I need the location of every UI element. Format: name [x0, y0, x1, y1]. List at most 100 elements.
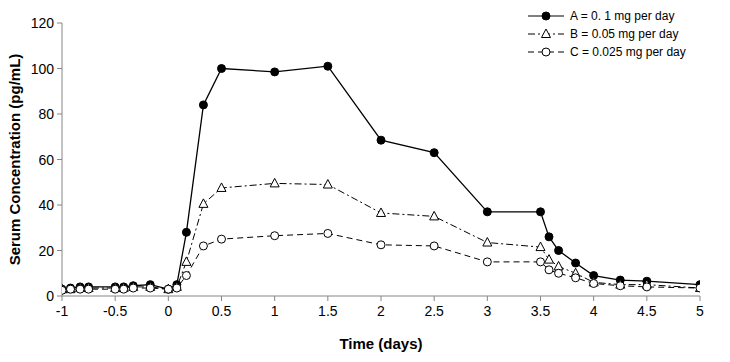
- point: [545, 233, 553, 241]
- x-tick: [115, 296, 116, 301]
- point: [537, 208, 545, 216]
- point: [554, 261, 563, 270]
- point: [111, 285, 119, 293]
- legend-marker: [542, 29, 551, 38]
- point: [483, 208, 491, 216]
- point: [643, 283, 651, 291]
- point: [323, 180, 332, 189]
- y-tick: [57, 68, 62, 69]
- y-tick-label: 100: [31, 61, 55, 77]
- x-tick-label: 2: [377, 303, 385, 319]
- point: [271, 68, 279, 76]
- legend-label: B = 0.05 mg per day: [570, 27, 678, 41]
- point: [545, 266, 553, 274]
- plot-area: [62, 62, 700, 294]
- x-tick: [434, 296, 435, 301]
- point: [146, 284, 154, 292]
- point: [430, 242, 438, 250]
- y-tick: [57, 23, 62, 24]
- point: [199, 101, 207, 109]
- point: [616, 282, 624, 290]
- point: [377, 208, 386, 217]
- x-tick-label: 0.5: [212, 303, 232, 319]
- point: [66, 284, 75, 293]
- x-tick-label: 2.5: [424, 303, 444, 319]
- x-tick: [646, 296, 647, 301]
- point: [377, 136, 385, 144]
- y-tick-label: 80: [38, 106, 54, 122]
- x-tick-label: -0.5: [103, 303, 127, 319]
- point: [199, 199, 208, 208]
- point: [536, 242, 545, 251]
- point: [271, 232, 279, 240]
- x-tick: [168, 296, 169, 301]
- point: [182, 228, 190, 236]
- point: [129, 284, 137, 292]
- x-tick: [540, 296, 541, 301]
- legend-marker: [542, 12, 550, 20]
- point: [182, 272, 190, 280]
- y-tick: [57, 205, 62, 206]
- legend-marker: [542, 48, 550, 56]
- y-tick-label: 120: [31, 15, 55, 31]
- point: [218, 235, 226, 243]
- x-axis-label: Time (days): [339, 335, 422, 352]
- x-tick: [381, 296, 382, 301]
- x-tick-label: 1: [271, 303, 279, 319]
- x-tick: [593, 296, 594, 301]
- y-tick: [57, 296, 62, 297]
- x-tick: [327, 296, 328, 301]
- series-line: [62, 66, 700, 289]
- point: [590, 279, 598, 287]
- point: [164, 285, 172, 293]
- point: [537, 258, 545, 266]
- x-tick: [487, 296, 488, 301]
- x-tick-label: 3: [483, 303, 491, 319]
- point: [173, 284, 181, 292]
- x-tick: [700, 296, 701, 301]
- point: [76, 285, 84, 293]
- point: [555, 247, 563, 255]
- legend: A = 0. 1 mg per dayB = 0.05 mg per dayC …: [528, 9, 686, 59]
- y-tick-label: 60: [38, 152, 54, 168]
- x-tick-label: 0: [164, 303, 172, 319]
- point: [430, 149, 438, 157]
- point: [164, 285, 172, 293]
- point: [182, 257, 191, 266]
- x-tick-label: 4.5: [637, 303, 657, 319]
- x-tick-label: -1: [56, 303, 69, 319]
- y-tick: [57, 159, 62, 160]
- y-tick-label: 40: [38, 197, 54, 213]
- point: [62, 286, 66, 294]
- point: [696, 284, 700, 292]
- x-tick-label: 3.5: [531, 303, 551, 319]
- x-tick: [62, 296, 63, 301]
- point: [270, 178, 279, 187]
- point: [85, 285, 93, 293]
- point: [696, 283, 701, 292]
- x-tick: [274, 296, 275, 301]
- y-tick-label: 20: [38, 243, 54, 259]
- point: [164, 284, 173, 293]
- point: [67, 285, 75, 293]
- chart: 020406080100120-1-0.500.511.522.533.544.…: [0, 0, 730, 362]
- series-line: [62, 233, 700, 290]
- point: [199, 242, 207, 250]
- x-tick: [221, 296, 222, 301]
- point: [483, 258, 491, 266]
- point: [430, 211, 439, 220]
- y-tick-label: 0: [46, 288, 54, 304]
- point: [545, 255, 554, 264]
- point: [324, 62, 332, 70]
- point: [218, 65, 226, 73]
- y-axis-label: Serum Concentration (pg/mL): [6, 54, 23, 266]
- x-tick-label: 5: [696, 303, 704, 319]
- series-line: [62, 183, 700, 289]
- point: [572, 259, 580, 267]
- point: [217, 183, 226, 192]
- y-tick: [57, 114, 62, 115]
- point: [377, 241, 385, 249]
- x-tick-label: 4: [590, 303, 598, 319]
- legend-label: C = 0.025 mg per day: [570, 45, 686, 59]
- point: [324, 229, 332, 237]
